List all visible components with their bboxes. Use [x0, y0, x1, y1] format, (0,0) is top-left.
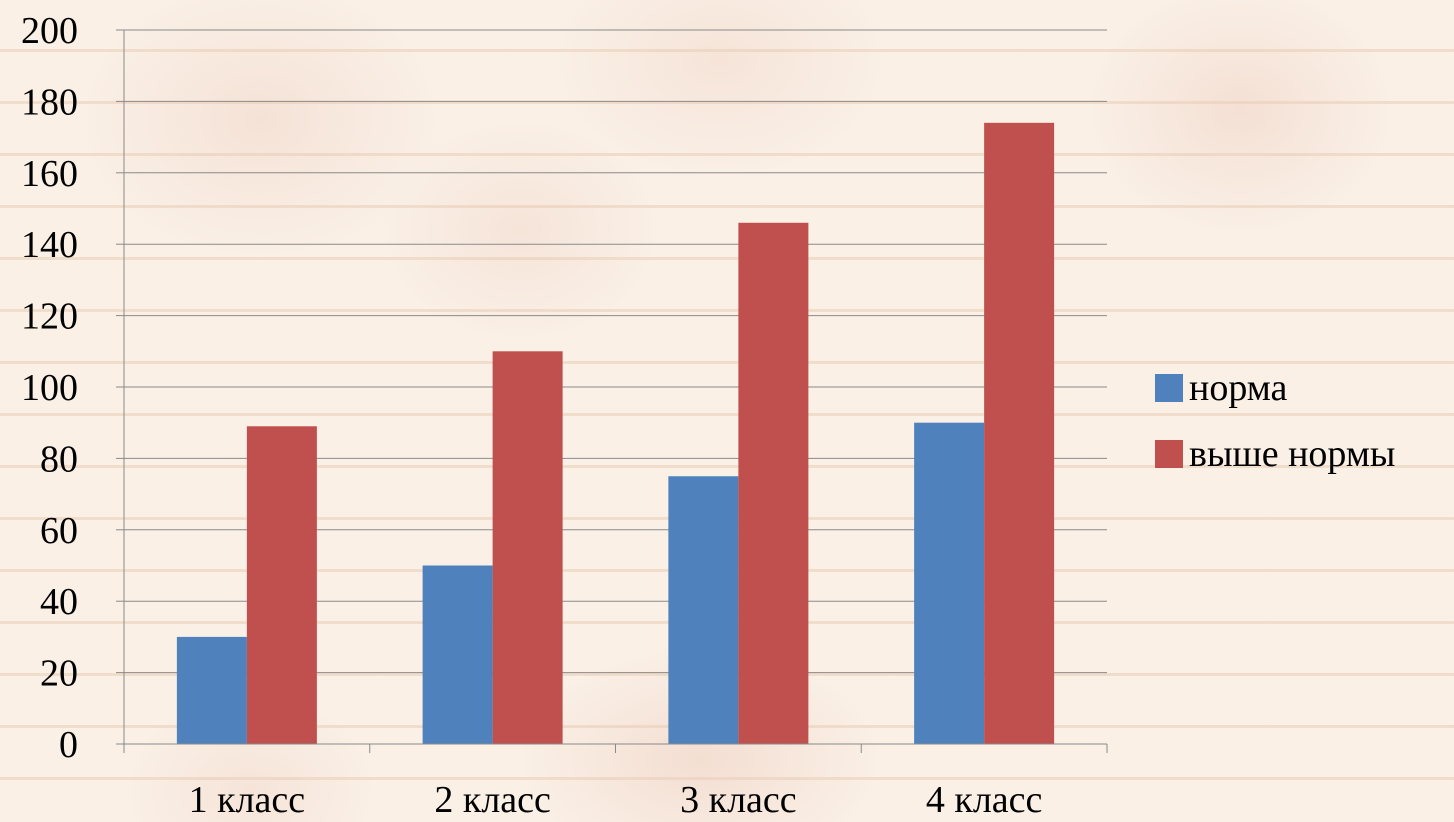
legend-item-above-norma: выше нормы: [1155, 432, 1395, 476]
legend-label-above-norma: выше нормы: [1189, 433, 1396, 475]
y-tick-label-60: 60: [40, 510, 78, 552]
bar-series1-cat1: [492, 351, 563, 744]
legend-swatch-above-norma: [1155, 440, 1183, 468]
bar-series0-cat3: [914, 422, 985, 744]
y-tick-label-180: 180: [21, 81, 78, 123]
y-tick-label-160: 160: [21, 153, 78, 195]
x-tick-label-1: 2 класс: [434, 779, 551, 821]
x-axis-tick-labels: 1 класс 2 класс 3 класс 4 класс: [189, 779, 1043, 821]
y-tick-label-100: 100: [21, 367, 78, 409]
x-tick-label-0: 1 класс: [189, 779, 306, 821]
bar-series1-cat3: [984, 122, 1055, 744]
legend: норма выше нормы: [1155, 366, 1395, 498]
y-tick-label-120: 120: [21, 296, 78, 338]
bar-series1-cat0: [246, 426, 317, 744]
legend-swatch-norma: [1155, 374, 1183, 402]
bar-series1-cat2: [738, 222, 809, 744]
bars: [176, 122, 1055, 744]
bar-series0-cat1: [422, 565, 493, 744]
y-tick-label-200: 200: [21, 10, 78, 52]
legend-label-norma: норма: [1189, 367, 1288, 409]
y-tick-label-0: 0: [59, 724, 78, 766]
x-tick-label-2: 3 класс: [680, 779, 797, 821]
x-tick-label-3: 4 класс: [926, 779, 1043, 821]
y-axis-tick-labels: 0 20 40 60 80 100 120 140 160 180 200: [21, 10, 78, 766]
axes: [116, 29, 1108, 753]
bar-series0-cat2: [668, 476, 739, 744]
legend-item-norma: норма: [1155, 366, 1395, 410]
y-tick-label-80: 80: [40, 438, 78, 480]
y-tick-label-40: 40: [40, 581, 78, 623]
bar-series0-cat0: [176, 636, 247, 744]
y-tick-label-20: 20: [40, 653, 78, 695]
y-tick-label-140: 140: [21, 224, 78, 266]
